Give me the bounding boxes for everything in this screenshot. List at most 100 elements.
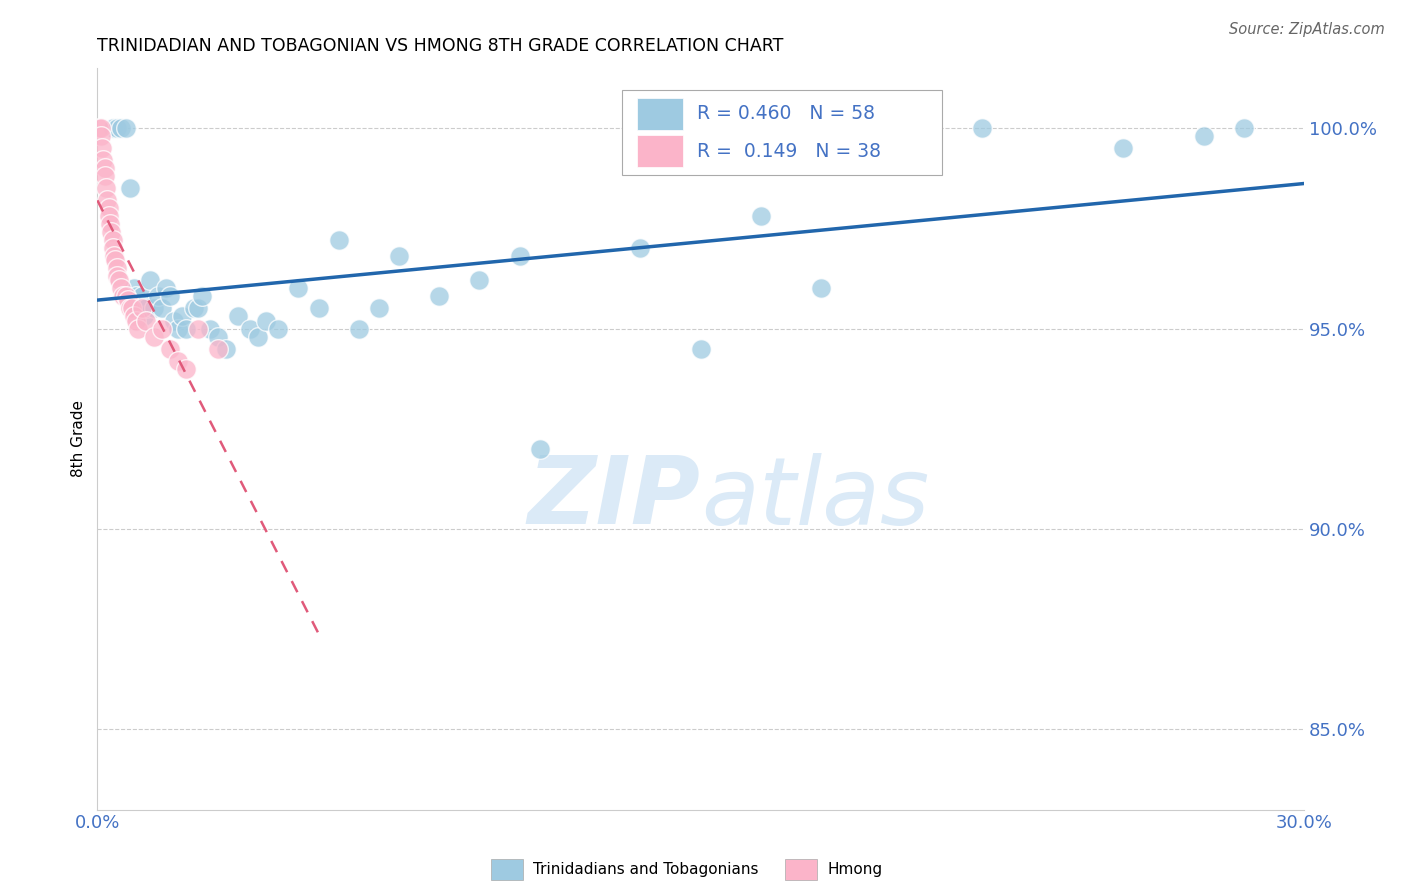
Point bbox=[388, 249, 411, 263]
Point bbox=[128, 301, 150, 316]
Point bbox=[226, 310, 249, 324]
Point bbox=[163, 313, 186, 327]
Point bbox=[93, 153, 115, 168]
Point bbox=[628, 241, 651, 255]
Point bbox=[104, 253, 127, 268]
Point bbox=[155, 281, 177, 295]
Point bbox=[90, 121, 112, 136]
Point bbox=[1233, 121, 1256, 136]
Bar bbox=[785, 859, 817, 880]
Bar bbox=[491, 859, 523, 880]
Point bbox=[114, 289, 136, 303]
Point bbox=[107, 121, 129, 136]
Y-axis label: 8th Grade: 8th Grade bbox=[72, 401, 86, 477]
Point bbox=[103, 249, 125, 263]
Point bbox=[159, 289, 181, 303]
Point bbox=[118, 181, 141, 195]
Point bbox=[174, 321, 197, 335]
Point bbox=[239, 321, 262, 335]
Point bbox=[347, 321, 370, 335]
Point bbox=[170, 310, 193, 324]
Point bbox=[96, 193, 118, 207]
Point bbox=[1192, 129, 1215, 144]
Point bbox=[107, 269, 129, 284]
Point bbox=[267, 321, 290, 335]
Point bbox=[150, 301, 173, 316]
Text: Trinidadians and Tobagonians: Trinidadians and Tobagonians bbox=[533, 863, 759, 877]
Point bbox=[328, 233, 350, 247]
Point bbox=[94, 169, 117, 184]
Point bbox=[127, 301, 149, 316]
Text: atlas: atlas bbox=[700, 452, 929, 543]
Point bbox=[135, 301, 157, 316]
Point bbox=[118, 301, 141, 316]
Point bbox=[509, 249, 531, 263]
Point bbox=[110, 281, 132, 295]
Point bbox=[254, 313, 277, 327]
Point bbox=[98, 217, 121, 231]
Point bbox=[132, 310, 155, 324]
Point bbox=[135, 313, 157, 327]
Text: Source: ZipAtlas.com: Source: ZipAtlas.com bbox=[1229, 22, 1385, 37]
Bar bbox=[637, 98, 683, 129]
Point bbox=[749, 209, 772, 223]
Text: TRINIDADIAN AND TOBAGONIAN VS HMONG 8TH GRADE CORRELATION CHART: TRINIDADIAN AND TOBAGONIAN VS HMONG 8TH … bbox=[97, 37, 783, 55]
Point bbox=[131, 301, 153, 316]
Point bbox=[103, 121, 125, 136]
Point bbox=[131, 289, 153, 303]
Point bbox=[368, 301, 391, 316]
Bar bbox=[637, 136, 683, 167]
Point bbox=[689, 342, 711, 356]
Point bbox=[101, 233, 124, 247]
Point bbox=[105, 261, 128, 276]
Point bbox=[247, 329, 270, 343]
Text: R =  0.149   N = 38: R = 0.149 N = 38 bbox=[697, 142, 882, 161]
Point bbox=[98, 209, 121, 223]
Point bbox=[122, 281, 145, 295]
Point bbox=[166, 321, 188, 335]
Point bbox=[110, 121, 132, 136]
Point bbox=[427, 289, 450, 303]
Point bbox=[121, 301, 143, 316]
Point bbox=[207, 342, 229, 356]
Point bbox=[114, 121, 136, 136]
Point bbox=[90, 129, 112, 144]
Text: ZIP: ZIP bbox=[527, 452, 700, 544]
Text: Hmong: Hmong bbox=[827, 863, 883, 877]
Point bbox=[91, 141, 114, 155]
Point bbox=[215, 342, 238, 356]
Point bbox=[150, 321, 173, 335]
Point bbox=[972, 121, 994, 136]
Point bbox=[308, 301, 330, 316]
Point bbox=[174, 361, 197, 376]
Point bbox=[100, 225, 122, 239]
FancyBboxPatch shape bbox=[623, 90, 942, 176]
Point bbox=[142, 329, 165, 343]
Point bbox=[97, 201, 120, 215]
Point bbox=[96, 181, 118, 195]
Point bbox=[124, 313, 146, 327]
Point bbox=[187, 321, 209, 335]
Point bbox=[138, 273, 160, 287]
Point bbox=[89, 121, 111, 136]
Point bbox=[142, 301, 165, 316]
Point bbox=[159, 342, 181, 356]
Point bbox=[124, 289, 146, 303]
Point bbox=[166, 353, 188, 368]
Point bbox=[468, 273, 491, 287]
Point bbox=[529, 442, 551, 456]
Point bbox=[122, 310, 145, 324]
Point bbox=[117, 293, 139, 308]
Point bbox=[108, 273, 131, 287]
Point bbox=[810, 281, 832, 295]
Point bbox=[146, 289, 169, 303]
Point bbox=[103, 241, 125, 255]
Point bbox=[183, 301, 205, 316]
Text: R = 0.460   N = 58: R = 0.460 N = 58 bbox=[697, 104, 875, 123]
Point bbox=[112, 289, 135, 303]
Point bbox=[187, 301, 209, 316]
Point bbox=[191, 289, 214, 303]
Point bbox=[127, 321, 149, 335]
Point bbox=[93, 161, 115, 176]
Point bbox=[287, 281, 309, 295]
